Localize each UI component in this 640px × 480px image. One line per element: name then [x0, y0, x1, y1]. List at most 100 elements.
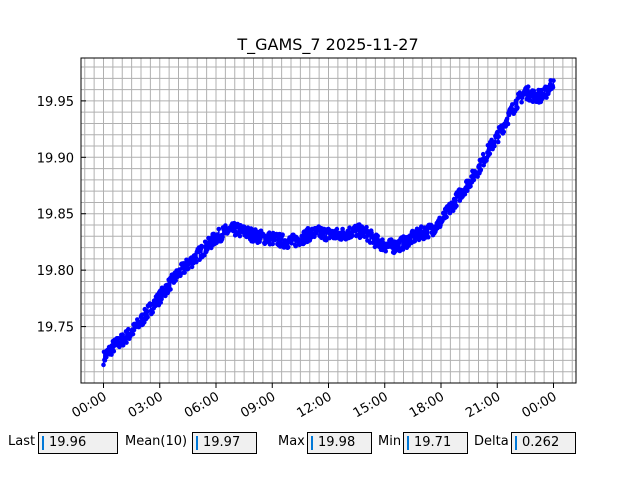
data-point [150, 310, 155, 315]
y-tick-label: 19.90 [37, 151, 74, 166]
data-point [492, 139, 498, 145]
data-point [550, 85, 556, 90]
data-point [400, 247, 406, 252]
data-point [237, 233, 243, 239]
x-tick-label: 18:00 [407, 389, 447, 421]
data-point [531, 88, 537, 94]
data-point [186, 266, 191, 271]
data-point [424, 229, 430, 235]
data-point [492, 143, 497, 149]
data-point [334, 226, 340, 232]
data-point [314, 231, 319, 236]
data-point [159, 296, 164, 302]
data-point [539, 87, 544, 93]
x-tick-label: 00:00 [70, 389, 110, 421]
delta-value: 0.262 [522, 435, 560, 450]
data-point [168, 287, 173, 292]
data-point [350, 233, 355, 238]
data-point [389, 237, 394, 242]
data-point [130, 331, 136, 337]
data-point [157, 293, 163, 298]
data-point [158, 300, 163, 305]
x-tick-label: 03:00 [126, 389, 166, 421]
data-point [124, 340, 129, 345]
delta-value-field: 0.262 [511, 432, 576, 454]
y-tick-label: 19.85 [37, 208, 74, 223]
data-point [156, 296, 161, 302]
data-point [525, 84, 531, 89]
last-value-field: 19.96 [38, 432, 118, 454]
grid-lines [81, 58, 576, 383]
data-point [270, 241, 276, 247]
data-point [444, 214, 449, 220]
data-point [250, 233, 255, 239]
min-value-field: 19.71 [403, 432, 468, 454]
y-tick-label: 19.80 [37, 264, 74, 279]
mean-value: 19.97 [203, 435, 241, 450]
data-point [475, 174, 480, 179]
data-point [182, 270, 187, 275]
data-point [495, 139, 501, 145]
last-value: 19.96 [49, 435, 87, 450]
max-label: Max [278, 434, 305, 449]
data-point [299, 233, 305, 239]
data-point [454, 203, 459, 209]
data-point [519, 99, 524, 105]
data-point [471, 177, 477, 183]
data-point [501, 129, 507, 135]
text-caret [407, 436, 409, 450]
data-point [551, 78, 556, 83]
last-label: Last [8, 434, 36, 449]
data-point [347, 225, 352, 230]
data-point [380, 237, 385, 242]
data-point [319, 235, 324, 241]
max-value-field: 19.98 [307, 432, 372, 454]
x-axis: 00:00 03:00 06:00 09:00 12:00 15:00 18:00 21:00… [70, 383, 560, 421]
max-value: 19.98 [318, 435, 356, 450]
data-point [476, 163, 482, 168]
data-point [194, 259, 199, 265]
data-point [375, 233, 381, 239]
data-point [396, 245, 401, 250]
data-point [144, 309, 150, 314]
data-point [487, 151, 493, 157]
data-point [109, 352, 114, 357]
data-point [145, 314, 150, 320]
text-caret [42, 436, 44, 450]
y-tick-label: 19.75 [37, 321, 74, 336]
x-tick-label: 06:00 [182, 389, 222, 421]
data-point [104, 354, 109, 360]
data-point [447, 210, 453, 216]
y-axis: 19.75 19.80 19.85 19.90 19.95 [37, 95, 86, 336]
data-point [453, 197, 458, 203]
data-point [426, 234, 431, 240]
x-tick-label: 15:00 [351, 389, 391, 421]
data-series [101, 78, 556, 368]
data-point [478, 167, 484, 172]
text-caret [515, 436, 517, 450]
data-point [462, 192, 468, 197]
data-point [496, 134, 502, 139]
data-point [189, 264, 195, 270]
data-point [515, 105, 520, 110]
x-tick-label: 09:00 [238, 389, 278, 421]
chart-title: T_GAMS_7 2025-11-27 [236, 35, 418, 55]
data-point [111, 349, 117, 354]
data-point [504, 116, 510, 122]
min-value: 19.71 [414, 435, 452, 450]
delta-label: Delta [474, 434, 509, 449]
y-tick-label: 19.95 [37, 95, 74, 110]
data-point [364, 224, 369, 230]
data-point [220, 234, 225, 240]
data-point [272, 237, 277, 243]
data-point [355, 227, 361, 233]
data-point [285, 244, 291, 250]
data-point [383, 248, 389, 254]
data-point [505, 121, 511, 127]
x-tick-label: 00:00 [520, 389, 560, 421]
data-point [280, 232, 285, 237]
data-point [126, 326, 131, 332]
mean-label: Mean(10) [125, 434, 188, 449]
data-point [202, 253, 207, 258]
